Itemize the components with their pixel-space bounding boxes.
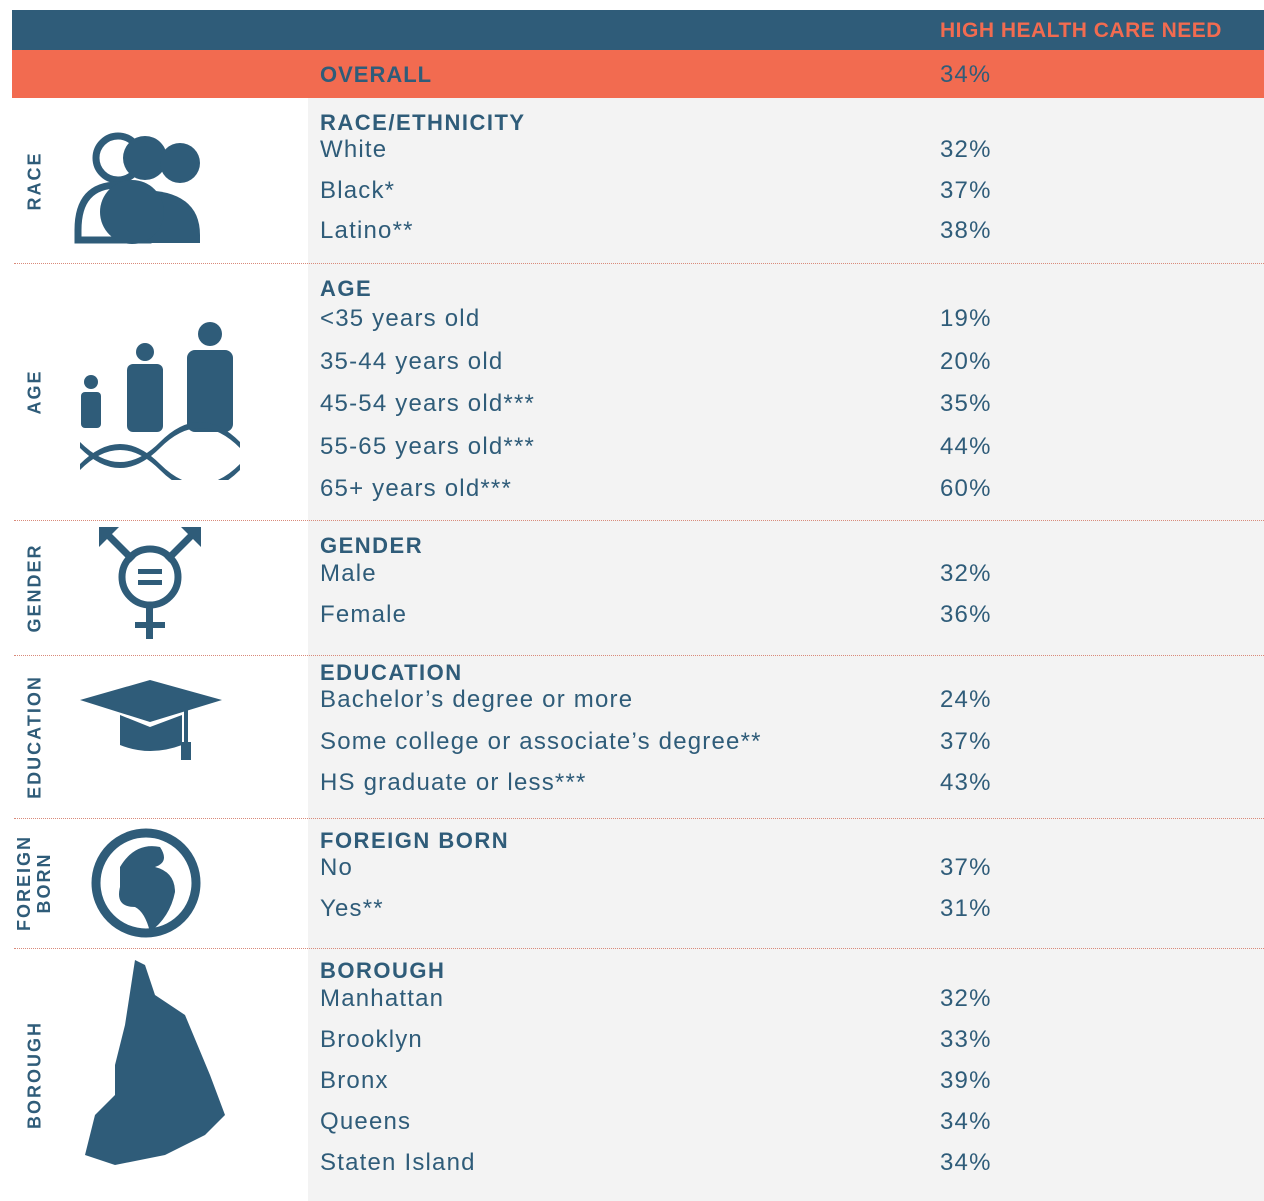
globe-icon (91, 828, 201, 938)
row-label: 55-65 years old*** (320, 432, 536, 460)
row-value: 24% (940, 686, 992, 713)
gender-icon (99, 527, 201, 639)
row-label: 45-54 years old*** (320, 390, 536, 417)
row-value: 34% (940, 1149, 992, 1176)
row-label: <35 years old (320, 305, 481, 332)
row-value: 31% (940, 895, 992, 922)
row-label: Male (320, 560, 377, 587)
section-separator (14, 948, 1264, 949)
row-value: 60% (940, 475, 992, 502)
overall-value: 34% (940, 61, 992, 88)
education-icon (80, 680, 222, 760)
section-heading: GENDER (320, 533, 424, 558)
column-title: HIGH HEALTH CARE NEED (940, 19, 1222, 42)
row-label: White (320, 136, 388, 163)
section-separator (14, 818, 1264, 819)
row-label: Black* (320, 176, 396, 204)
section-separator (14, 655, 1264, 656)
row-value: 32% (940, 560, 992, 587)
section-heading: AGE (320, 276, 373, 301)
row-label: Bachelor’s degree or more (320, 686, 634, 713)
row-label: 65+ years old*** (320, 475, 512, 502)
header-bar: HIGH HEALTH CARE NEED (12, 10, 1264, 50)
section-heading: EDUCATION (320, 660, 463, 685)
section-heading: RACE/ETHNICITY (320, 110, 526, 135)
row-value: 37% (940, 854, 992, 881)
section-separator (14, 263, 1264, 264)
row-panel (308, 98, 1264, 1201)
side-label: EDUCATION (24, 674, 44, 799)
section-heading: BOROUGH (320, 958, 446, 983)
row-value: 44% (940, 432, 992, 460)
side-label: GENDER (24, 543, 44, 633)
side-label: BOROUGH (24, 1020, 44, 1129)
row-value: 19% (940, 305, 992, 332)
row-label: Bronx (320, 1067, 389, 1094)
row-label: No (320, 854, 354, 881)
row-label: Some college or associate’s degree** (320, 727, 762, 755)
row-value: 32% (940, 136, 992, 163)
row-label: Yes** (320, 895, 384, 922)
row-value: 43% (940, 769, 992, 796)
row-label: HS graduate or less*** (320, 769, 587, 796)
section-heading: FOREIGN BORN (320, 828, 510, 853)
row-label: Queens (320, 1108, 412, 1135)
row-value: 39% (940, 1067, 992, 1094)
row-value: 37% (940, 727, 992, 755)
row-value: 36% (940, 601, 992, 628)
overall-label: OVERALL (320, 62, 433, 87)
age-icon (80, 322, 240, 480)
row-value: 35% (940, 390, 992, 417)
side-label: FOREIGN BORN (14, 835, 54, 932)
row-label: Female (320, 601, 408, 628)
side-label: AGE (24, 369, 44, 415)
borough-map-icon (85, 960, 225, 1165)
side-label: RACE (24, 151, 44, 211)
row-value: 33% (940, 1026, 992, 1053)
row-label: Staten Island (320, 1149, 476, 1176)
section-separator (14, 520, 1264, 521)
row-label: Latino** (320, 217, 414, 244)
row-value: 20% (940, 347, 992, 375)
row-value: 38% (940, 217, 992, 244)
row-label: Manhattan (320, 985, 445, 1012)
row-value: 37% (940, 176, 992, 204)
row-label: 35-44 years old (320, 347, 504, 375)
overall-row: OVERALL 34% (12, 50, 1264, 98)
race-icon (74, 132, 200, 244)
row-label: Brooklyn (320, 1026, 423, 1053)
row-value: 32% (940, 985, 992, 1012)
row-value: 34% (940, 1108, 992, 1135)
